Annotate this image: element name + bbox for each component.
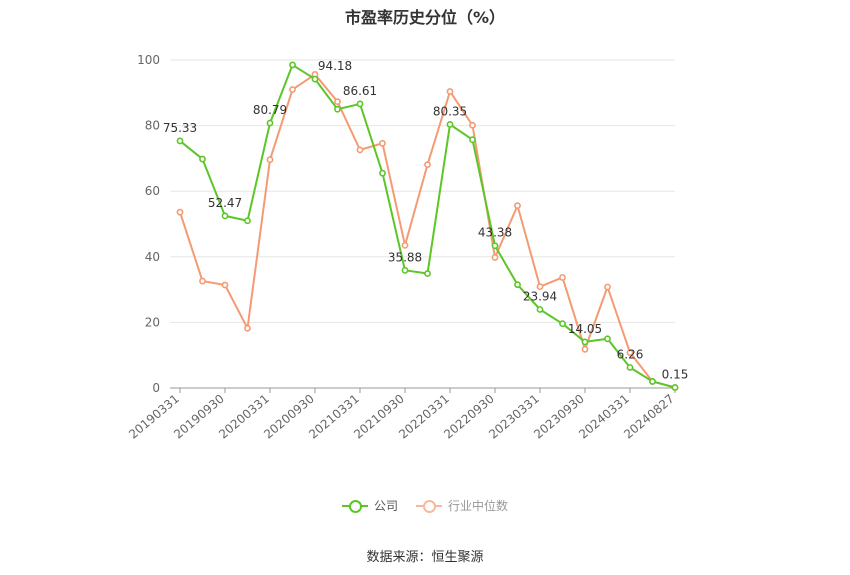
company-point [311,75,319,83]
company-data-label: 0.15 [662,368,689,382]
y-tick-label: 40 [145,250,160,264]
company-point [379,169,386,177]
legend-company-label: 公司 [373,499,398,513]
y-tick-label: 0 [152,381,160,395]
company-data-label: 6.26 [617,347,644,361]
y-tick-label: 20 [145,315,160,329]
y-tick-label: 60 [145,184,160,198]
y-tick-label: 80 [145,119,160,133]
company-data-label: 80.79 [253,103,287,117]
industry-median-point [581,345,589,353]
company-point [649,378,656,385]
company-point [559,320,566,328]
industry-median-point [626,349,634,356]
company-data-label: 86.61 [343,84,377,98]
company-point [401,266,409,274]
company-point [604,335,611,343]
company-data-label: 52.47 [208,196,242,210]
company-point [671,384,679,391]
industry-median-point [536,283,544,291]
company-data-label: 43.38 [478,226,512,240]
company-data-label: 14.05 [568,322,602,336]
company-data-label: 35.88 [388,250,422,264]
company-data-label: 80.35 [433,104,467,118]
legend-industry-label: 行业中位数 [448,499,509,513]
industry-median-point [469,121,476,129]
industry-median-point [289,86,296,93]
company-point [176,137,184,145]
legend-item-industry-median[interactable]: 行业中位数 [416,497,508,514]
legend-item-company[interactable]: 公司 [341,497,398,514]
industry-median-point [424,161,431,169]
legend-industry-marker [416,498,442,514]
legend-company-marker [341,498,368,514]
company-point [199,155,206,163]
company-point [626,364,634,371]
x-tick-label: 20240827 [621,392,677,442]
industry-median-point [379,139,386,147]
company-point [536,306,544,313]
company-data-label: 23.94 [523,289,557,303]
industry-median-point [514,202,521,210]
company-point [266,119,274,127]
industry-median-point [266,156,274,164]
industry-median-point [199,277,206,285]
company-point [424,270,431,277]
industry-median-point [244,324,251,332]
company-point [289,61,296,69]
company-data-label: 75.33 [163,121,197,135]
company-point [446,121,454,128]
company-point [334,105,341,113]
industry-median-point [401,241,409,249]
company-data-label: 94.18 [318,59,352,73]
company-point [221,212,229,220]
data-source: 数据来源：恒生聚源 [366,550,484,565]
industry-median-point [356,146,364,154]
industry-median-point [491,254,499,261]
industry-median-point [334,98,341,106]
chart-title: 市盈率历史分位（%） [344,8,506,27]
industry-median-point [604,283,611,291]
company-point [356,100,364,108]
industry-median-point [446,88,454,95]
company-point [581,338,589,346]
company-point [491,242,499,250]
legend: 公司 行业中位数 [0,497,850,514]
industry-median-point [559,274,566,281]
company-point [514,281,521,289]
company-point [469,136,476,144]
industry-median-point [221,281,229,289]
industry-median-point [176,208,184,216]
company-point [244,217,251,225]
y-tick-label: 100 [137,53,160,67]
